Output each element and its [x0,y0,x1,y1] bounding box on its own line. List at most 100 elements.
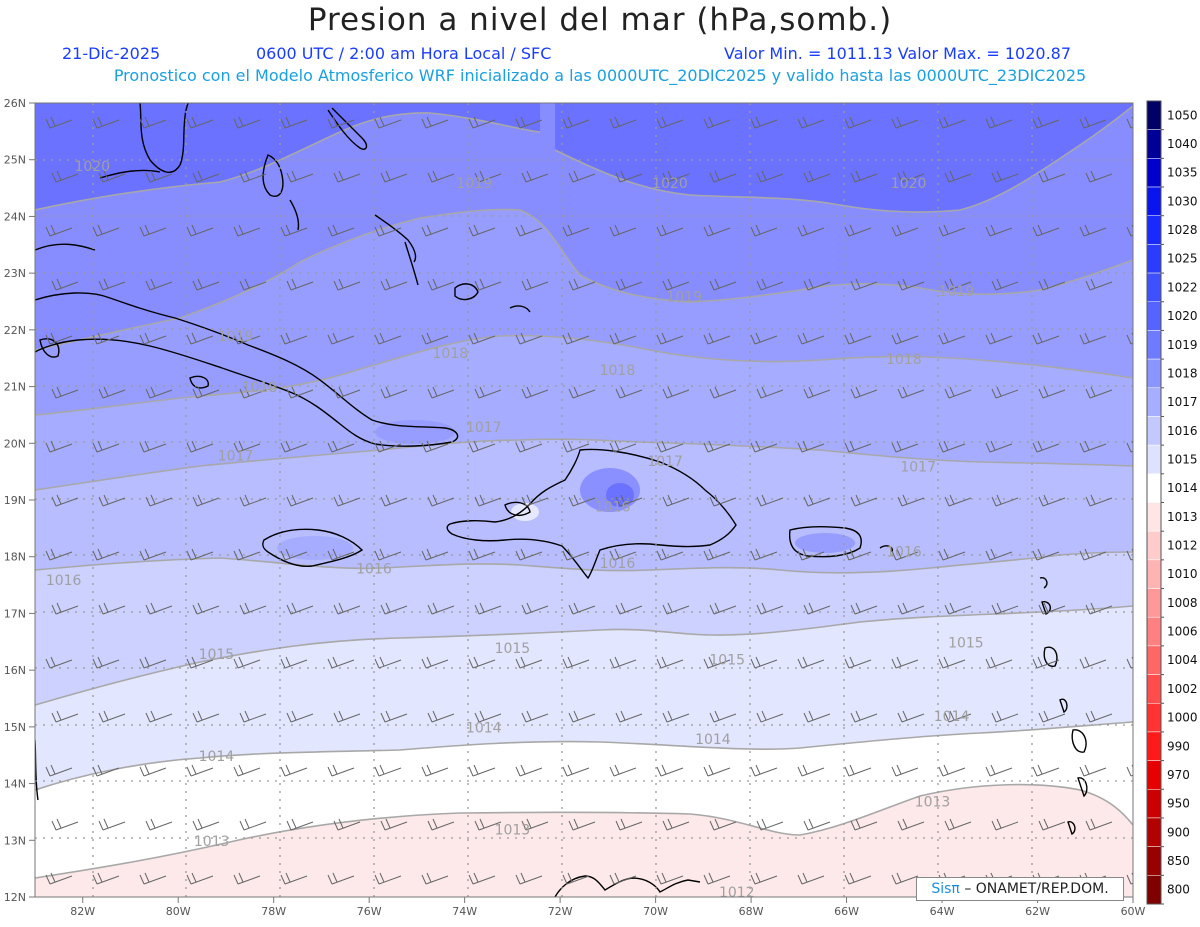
wind-barb [474,494,502,507]
wind-barb [703,764,731,777]
wind-barb [421,548,449,561]
wind-barb [938,440,966,453]
isobar-label: 1013 [915,794,951,810]
wind-barb [515,224,543,237]
wind-barb [192,602,220,615]
wind-barb [51,818,79,831]
wind-barb [280,764,308,777]
wind-barb [609,116,637,129]
lon-label: 66W [834,905,859,918]
wind-barb [1079,440,1107,453]
colorbar-swatch [1146,703,1162,733]
wind-barb [145,710,173,723]
wind-barb [374,656,402,669]
wind-barb [374,440,402,453]
wind-barb [427,278,455,291]
lon-label: 74W [452,905,477,918]
wind-barb [145,386,173,399]
wind-barb [1085,278,1113,291]
colorbar-swatch [1146,875,1162,905]
wind-barb [186,440,214,453]
wind-barb [797,764,825,777]
wind-barb [1085,710,1113,723]
wind-barb [421,440,449,453]
wind-barb [239,710,267,723]
isobar-label: 1016 [356,562,392,578]
wind-barb [709,170,737,183]
wind-barb [192,818,220,831]
colorbar-swatch [1146,358,1162,389]
isobar-label: 1015 [495,641,531,657]
florida-coast [139,103,189,173]
wind-barb [891,224,919,237]
wind-barb [609,548,637,561]
wind-barb [615,494,643,507]
map-title: Presion a nivel del mar (hPa,somb.) [307,2,893,38]
wind-barb [703,656,731,669]
wind-barb [944,278,972,291]
wind-barb [239,386,267,399]
wind-barb [750,224,778,237]
wind-barb [45,548,73,561]
wind-barb [515,656,543,669]
wind-barb [427,494,455,507]
wind-barb [421,224,449,237]
wind-barb [333,494,361,507]
wind-barb [186,872,214,885]
gonave [504,501,531,517]
colorbar-label: 1010 [1167,567,1198,581]
wind-barb [615,170,643,183]
min-max-values: Valor Min. = 1011.13 Valor Max. = 1020.8… [724,44,1072,63]
wind-barb [286,386,314,399]
wind-barb [897,602,925,615]
wind-barb [45,116,73,129]
isobar-label: 1019 [456,176,492,192]
wind-barb [703,440,731,453]
wind-barb [421,764,449,777]
wind-barb [609,332,637,345]
isobar-label: 1018 [600,363,636,379]
wind-barb [239,278,267,291]
wind-barb [51,278,79,291]
colorbar-label: 1028 [1167,223,1198,237]
wind-barb [703,548,731,561]
wind-barb [568,818,596,831]
wind-barb [521,386,549,399]
colorbar-label: 1016 [1167,424,1198,438]
wind-barb [45,440,73,453]
colorbar-swatch [1146,789,1162,819]
wind-barb [797,224,825,237]
bahamas-inagua [454,283,479,301]
wind-barb [803,170,831,183]
wind-barb [991,602,1019,615]
colorbar-label: 1040 [1167,137,1198,151]
wind-barb [609,440,637,453]
wind-barb [897,386,925,399]
wind-barb [756,170,784,183]
wind-barb [803,386,831,399]
wind-barb [92,764,120,777]
wind-barb [803,818,831,831]
wind-barb [427,602,455,615]
wind-barb [1032,224,1060,237]
wind-barb [521,818,549,831]
isobar-label: 1017 [218,448,254,464]
isobar-label: 1012 [719,885,755,901]
wind-barb [991,278,1019,291]
sispi-logo-text: Sisπ [931,881,960,897]
wind-barb [239,818,267,831]
wind-barb [756,278,784,291]
wind-barb [844,872,872,885]
wind-barb [750,656,778,669]
wind-barb [51,386,79,399]
wind-barb [662,602,690,615]
wind-barb [662,386,690,399]
wind-barb [521,494,549,507]
isobar-label: 1014 [199,749,235,765]
wind-barb [280,656,308,669]
colorbar-swatch [1146,616,1162,647]
wind-barb [515,440,543,453]
wind-barb [944,494,972,507]
colorbar-swatch [1146,387,1162,417]
wind-barb [656,764,684,777]
